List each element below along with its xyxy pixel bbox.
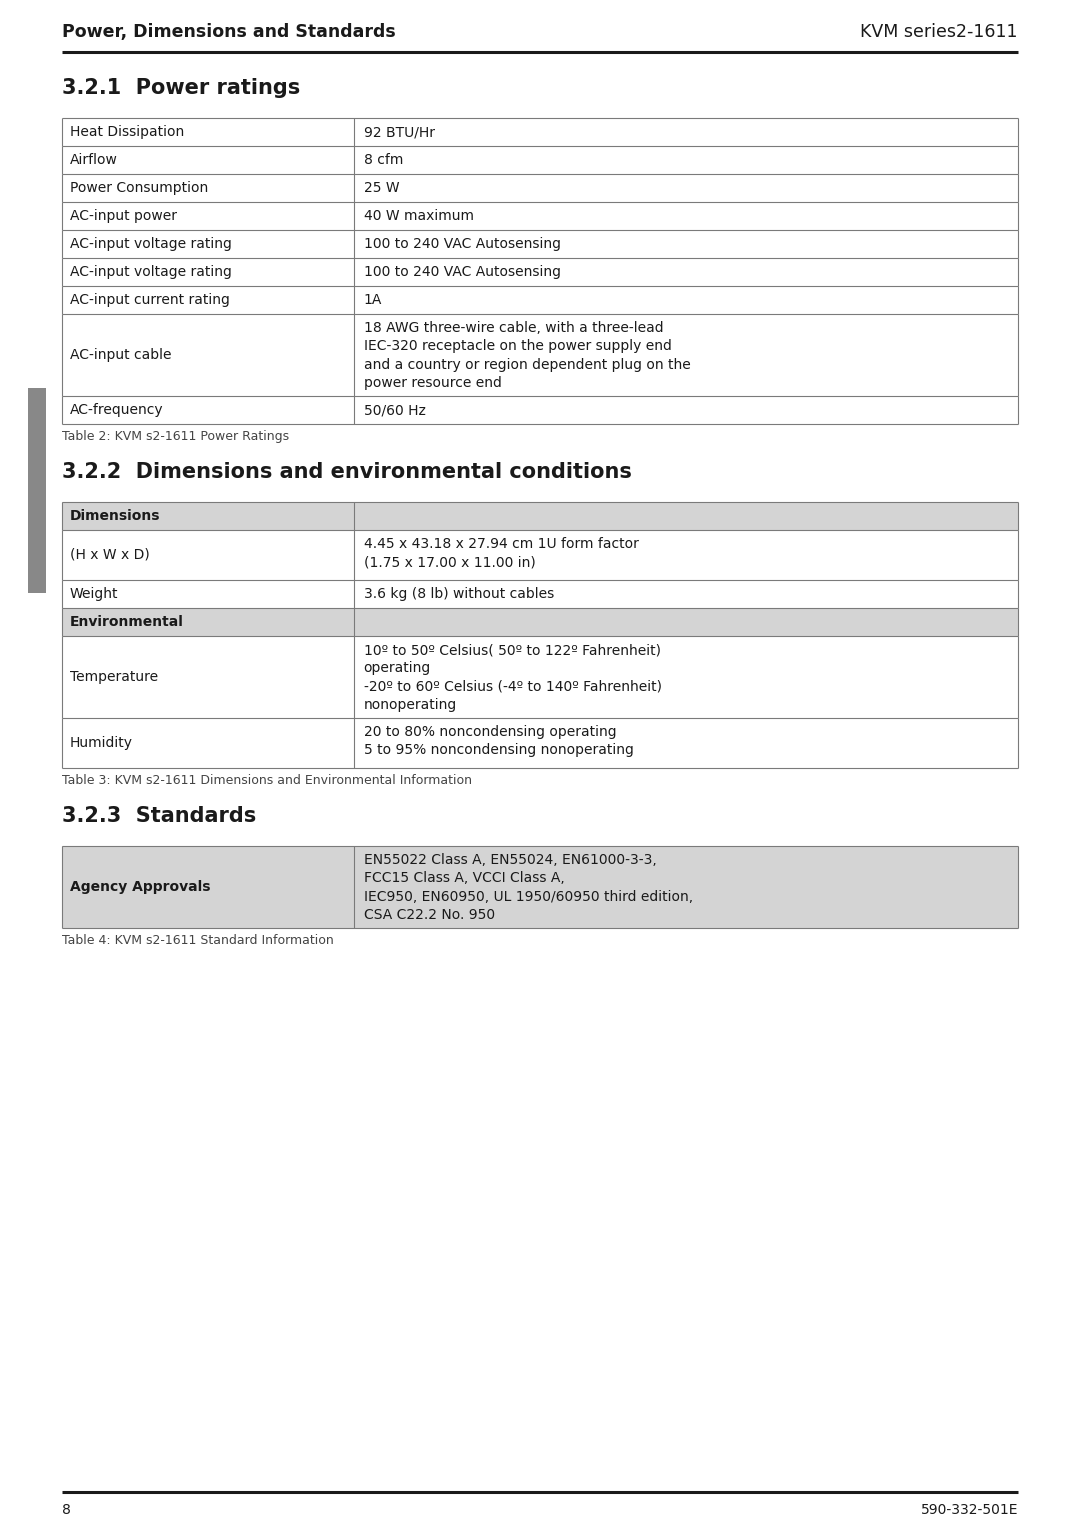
Text: Heat Dissipation: Heat Dissipation [70,126,185,139]
Bar [62,257,1018,286]
Text: Power Consumption: Power Consumption [70,181,208,195]
Text: 92 BTU/Hr: 92 BTU/Hr [364,126,434,139]
Text: Power, Dimensions and Standards: Power, Dimensions and Standards [62,23,395,41]
Bar [62,314,1018,395]
Bar [62,395,1018,424]
Bar [62,530,1018,581]
Text: Airflow: Airflow [70,153,118,167]
Text: 1A: 1A [364,293,382,306]
Text: Table 3: KVM s2-1611 Dimensions and Environmental Information: Table 3: KVM s2-1611 Dimensions and Envi… [62,774,472,787]
Text: 10º to 50º Celsius( 50º to 122º Fahrenheit)
operating
-20º to 60º Celsius (-4º t: 10º to 50º Celsius( 50º to 122º Fahrenhe… [364,643,662,712]
Text: AC-input current rating: AC-input current rating [70,293,230,306]
Bar [62,146,1018,175]
Text: 4.45 x 43.18 x 27.94 cm 1U form factor
(1.75 x 17.00 x 11.00 in): 4.45 x 43.18 x 27.94 cm 1U form factor (… [364,538,638,570]
Text: (H x W x D): (H x W x D) [70,548,150,562]
Text: 20 to 80% noncondensing operating
5 to 95% noncondensing nonoperating: 20 to 80% noncondensing operating 5 to 9… [364,725,634,757]
Text: KVM series2-1611: KVM series2-1611 [861,23,1018,41]
Bar [62,636,1018,719]
Text: Dimensions: Dimensions [70,509,161,522]
Text: 3.2.3  Standards: 3.2.3 Standards [62,806,256,826]
Text: AC-frequency: AC-frequency [70,403,164,417]
Text: Agency Approvals: Agency Approvals [70,879,211,895]
Text: Table 4: KVM s2-1611 Standard Information: Table 4: KVM s2-1611 Standard Informatio… [62,935,334,947]
Text: EN55022 Class A, EN55024, EN61000-3-3,
FCC15 Class A, VCCI Class A,
IEC950, EN60: EN55022 Class A, EN55024, EN61000-3-3, F… [364,853,692,922]
Text: AC-input power: AC-input power [70,208,177,224]
Text: 25 W: 25 W [364,181,400,195]
Text: 100 to 240 VAC Autosensing: 100 to 240 VAC Autosensing [364,265,561,279]
Text: Temperature: Temperature [70,669,158,683]
Bar [62,846,1018,928]
Text: AC-input voltage rating: AC-input voltage rating [70,237,232,251]
Bar [62,286,1018,314]
Bar [62,581,1018,608]
Text: 3.2.1  Power ratings: 3.2.1 Power ratings [62,78,300,98]
Text: Weight: Weight [70,587,119,601]
Bar [28,388,46,593]
Bar [62,175,1018,202]
Bar [62,230,1018,257]
Text: AC-input voltage rating: AC-input voltage rating [70,265,232,279]
Text: AC-input cable: AC-input cable [70,348,172,362]
Text: 8: 8 [62,1503,71,1517]
Text: Environmental: Environmental [70,614,184,630]
Text: 18 AWG three-wire cable, with a three-lead
IEC-320 receptacle on the power suppl: 18 AWG three-wire cable, with a three-le… [364,322,690,391]
Bar [62,608,1018,636]
Text: Humidity: Humidity [70,735,133,751]
Text: 8 cfm: 8 cfm [364,153,403,167]
Bar [62,719,1018,768]
Text: Table 2: KVM s2-1611 Power Ratings: Table 2: KVM s2-1611 Power Ratings [62,430,289,443]
Text: 3.2.2  Dimensions and environmental conditions: 3.2.2 Dimensions and environmental condi… [62,463,632,483]
Text: 3.6 kg (8 lb) without cables: 3.6 kg (8 lb) without cables [364,587,554,601]
Bar [62,502,1018,530]
Text: 40 W maximum: 40 W maximum [364,208,473,224]
Bar [62,118,1018,146]
Text: 50/60 Hz: 50/60 Hz [364,403,426,417]
Text: 100 to 240 VAC Autosensing: 100 to 240 VAC Autosensing [364,237,561,251]
Bar [62,202,1018,230]
Text: 590-332-501E: 590-332-501E [920,1503,1018,1517]
